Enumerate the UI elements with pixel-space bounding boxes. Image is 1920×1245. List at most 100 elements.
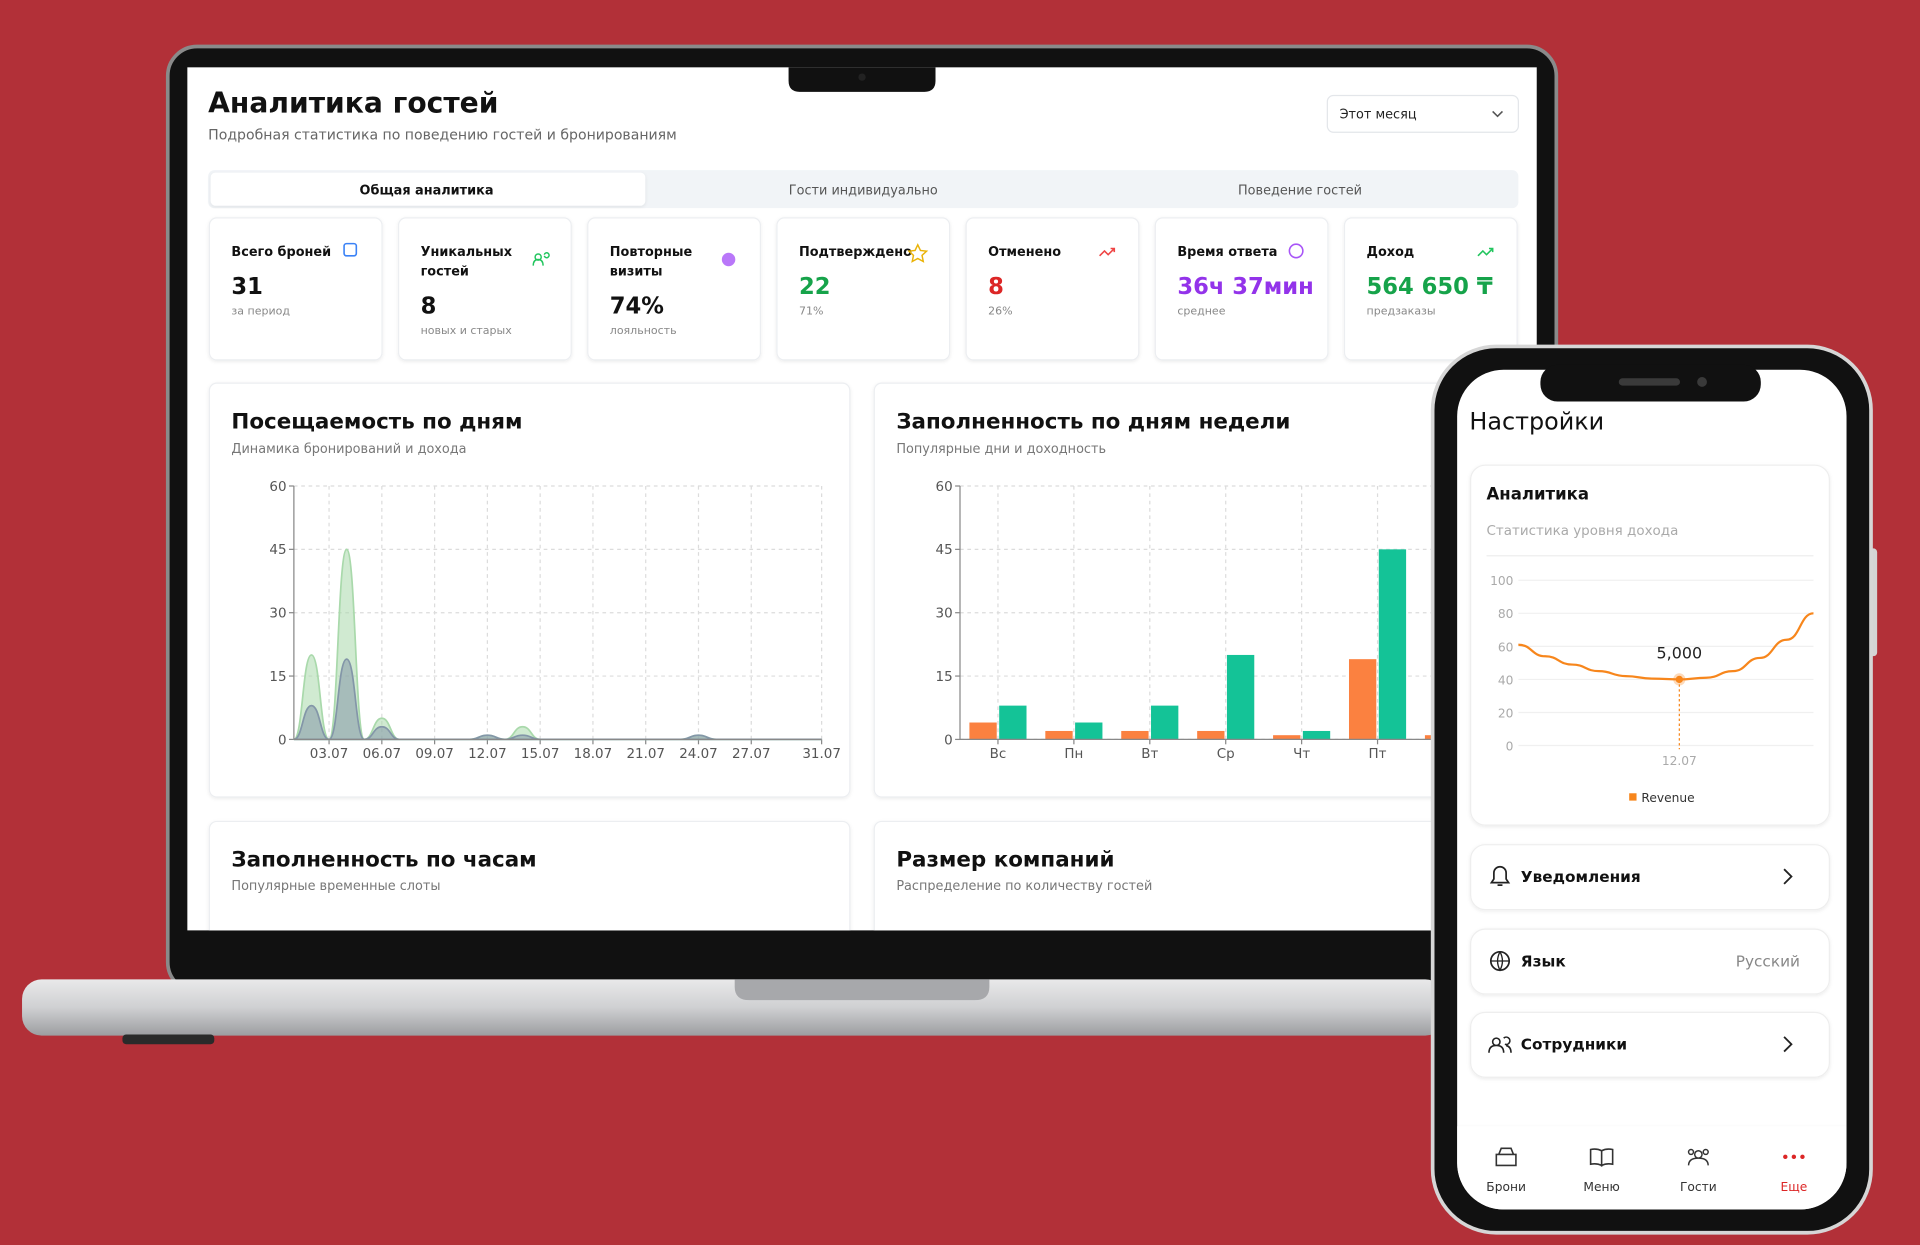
- stat-label: Отменено: [988, 245, 1061, 260]
- section-card: [208, 820, 851, 931]
- page-title: Аналитика гостей: [208, 87, 498, 120]
- stat-note: новых и старых: [421, 324, 513, 337]
- phone-camera: [1697, 377, 1707, 387]
- screen-title: Настройки: [1469, 408, 1604, 436]
- bar: [1273, 735, 1301, 740]
- tab[interactable]: Поведение гостей: [1238, 184, 1362, 199]
- y-tick-label: 45: [269, 543, 286, 558]
- speaker: [1618, 378, 1680, 386]
- x-tick-label: Пн: [1064, 747, 1083, 762]
- laptop: Аналитика гостей Подробная статистика по …: [22, 44, 1559, 1045]
- more-dot: [1783, 1154, 1788, 1160]
- camera: [858, 73, 866, 81]
- chevron: [1783, 868, 1793, 885]
- chart-subtitle: Популярные дни и доходность: [896, 442, 1106, 457]
- line: [1518, 612, 1814, 681]
- menu-item[interactable]: [1470, 928, 1830, 995]
- card-subtitle: Статистика уровня дохода: [1487, 524, 1679, 539]
- tab[interactable]: Общая аналитика: [360, 184, 494, 199]
- y-tick-label: 60: [1498, 640, 1514, 654]
- stat-value: 36ч 37мин: [1177, 274, 1313, 300]
- y-tick-label: 20: [1498, 706, 1514, 720]
- x-tick-label: 18.07: [574, 747, 613, 762]
- stat-note: лояльность: [610, 324, 677, 337]
- stat-icon: [1099, 247, 1116, 257]
- menu-label[interactable]: Уведомления: [1521, 868, 1641, 886]
- section-title: Размер компаний: [896, 848, 1114, 873]
- stat-label: визиты: [610, 264, 663, 279]
- bar: [1226, 654, 1255, 740]
- nav-label[interactable]: Брони: [1486, 1180, 1526, 1194]
- menu-value[interactable]: Русский: [1736, 952, 1800, 970]
- bell-icon: [1489, 865, 1511, 886]
- y-tick-label: 60: [269, 480, 286, 495]
- stat-label: Уникальных: [421, 245, 513, 260]
- y-tick-label: 45: [936, 543, 953, 558]
- stat-icon: [1288, 243, 1304, 259]
- stat-note: 26%: [988, 305, 1012, 318]
- bar: [1151, 705, 1179, 740]
- x-tick-label: Вс: [990, 747, 1007, 762]
- x-tick-label: 09.07: [415, 747, 454, 762]
- nav-label[interactable]: Меню: [1583, 1180, 1619, 1194]
- stat-icon: [532, 252, 550, 266]
- nav-icon: [1589, 1148, 1614, 1167]
- section-title: Заполненность по часам: [231, 848, 536, 873]
- period-label[interactable]: Этот месяц: [1340, 108, 1417, 123]
- stat-value: 564 650 ₸: [1367, 274, 1493, 300]
- bar: [969, 722, 997, 740]
- legend-label: Revenue: [1641, 791, 1694, 805]
- y-tick-label: 60: [936, 480, 953, 495]
- stat-value: 8: [421, 293, 437, 319]
- x-tick-label: 12.07: [1662, 754, 1697, 768]
- tab[interactable]: Гости индивидуально: [789, 184, 938, 199]
- bar: [1378, 549, 1407, 740]
- y-tick-label: 15: [936, 670, 953, 685]
- bar: [1348, 659, 1377, 740]
- stat-note: 71%: [799, 305, 823, 318]
- y-tick-label: 30: [936, 607, 953, 622]
- x-tick-label: 27.07: [732, 747, 771, 762]
- nav-label[interactable]: Гости: [1680, 1180, 1717, 1194]
- stat-label: Всего броней: [231, 245, 331, 260]
- laptop-base: [22, 979, 1445, 1036]
- stat-note: за период: [231, 305, 290, 318]
- bar: [1121, 730, 1149, 740]
- y-tick-label: 15: [269, 670, 286, 685]
- menu-item[interactable]: [1470, 844, 1830, 911]
- bar: [1197, 730, 1225, 740]
- x-tick-label: 06.07: [363, 747, 402, 762]
- laptop-foot: [122, 1034, 215, 1045]
- menu-label[interactable]: Сотрудники: [1521, 1036, 1627, 1054]
- bar: [1075, 722, 1103, 740]
- settings-screen: Настройки Аналитика Статистика уровня дохо…: [1457, 408, 1847, 1210]
- phone: Настройки Аналитика Статистика уровня дохо…: [1430, 344, 1878, 1235]
- stat-value: 8: [988, 274, 1004, 300]
- x-tick-label: 03.07: [310, 747, 349, 762]
- stat-icon: [721, 252, 736, 267]
- annotation: 5,000: [1657, 644, 1703, 663]
- stat-icon: [343, 242, 358, 257]
- menu-item[interactable]: [1470, 1011, 1830, 1078]
- more-dot: [1800, 1154, 1805, 1160]
- card-title: Аналитика: [1487, 484, 1590, 503]
- y-tick-label: 0: [1506, 739, 1514, 753]
- nav-label[interactable]: Еще: [1780, 1180, 1807, 1194]
- staff-icon: [1488, 1036, 1512, 1053]
- stat-label: Доход: [1367, 245, 1415, 260]
- menu-label[interactable]: Язык: [1521, 952, 1567, 970]
- tab-active: [210, 172, 646, 206]
- x-tick-label: Вт: [1141, 747, 1158, 762]
- nav-icon: [1495, 1147, 1517, 1167]
- stat-value: 74%: [610, 293, 664, 319]
- stat-note: среднее: [1177, 305, 1225, 318]
- chart: 0 15 30 45 60 03.07 06.07 09.07 12.07 15.07 18.07 2…: [269, 480, 840, 762]
- stat-card: [587, 217, 762, 361]
- chevron: [1783, 1036, 1793, 1053]
- nav-icon: [1687, 1148, 1709, 1166]
- bar: [1045, 730, 1073, 740]
- section-subtitle: Популярные временные слоты: [231, 879, 440, 894]
- period-select[interactable]: [1326, 94, 1519, 133]
